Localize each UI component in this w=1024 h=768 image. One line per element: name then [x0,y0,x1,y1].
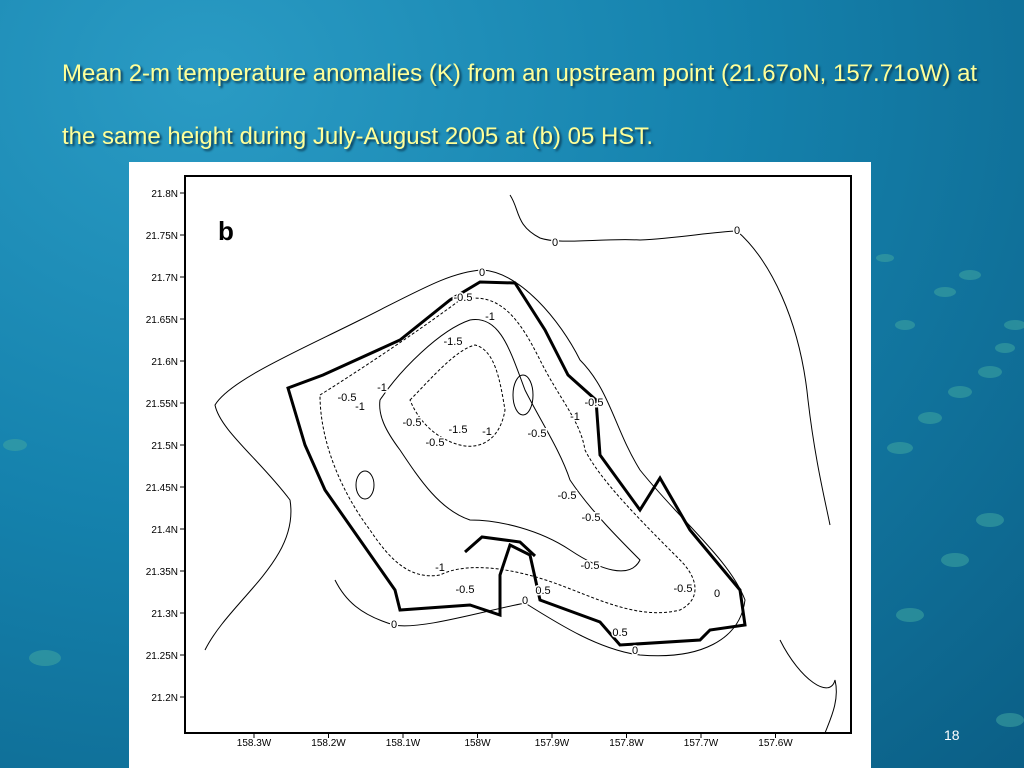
contour-label: 0 [552,237,558,249]
page-number: 18 [944,727,960,743]
x-tick-label: 157.7W [684,738,719,749]
contours [204,194,837,734]
panel-label: b [218,216,234,246]
y-tick-label: 21.8N [151,189,178,200]
y-tick-label: 21.6N [151,357,178,368]
y-tick-label: 21.4N [151,525,178,536]
contour-label: -0.5 [558,490,577,502]
contour-label: -0.5 [456,584,475,596]
slide-title: Mean 2-m temperature anomalies (K) from … [62,60,978,150]
contour-label: 0.5 [535,585,550,597]
y-tick-label: 21.3N [151,609,178,620]
y-tick-label: 21.45N [146,483,178,494]
contour-label: 0 [522,595,528,607]
contour-label: 0 [479,267,485,279]
contour-label: -0.5 [454,292,473,304]
contour-label: 0 [734,225,740,237]
x-tick-label: 158.1W [386,738,421,749]
contour-label: -1 [485,311,495,323]
contour-label: -1 [355,401,365,413]
figure-background [129,162,871,768]
contour-label: 0 [391,619,397,631]
contour-label: -0.5 [338,392,357,404]
contour-label: -1 [377,382,387,394]
x-tick-label: 158W [464,738,491,749]
contour-label: 0.5 [612,627,627,639]
contour-label: 0 [632,645,638,657]
y-tick-label: 21.2N [151,693,178,704]
y-tick-label: 21.5N [151,441,178,452]
plot-frame [184,175,852,734]
x-tick-label: 158.3W [237,738,272,749]
contour-label: -0.5 [528,428,547,440]
contour-label: -0.5 [403,417,422,429]
contour-label: -0.5 [674,583,693,595]
contour-label: -0.5 [585,397,604,409]
contour-label: -1.5 [449,424,468,436]
x-tick-label: 157.8W [609,738,644,749]
contour-label: -0.5 [581,560,600,572]
contour-label: -1.5 [444,336,463,348]
y-tick-label: 21.75N [146,231,178,242]
y-tick-label: 21.7N [151,273,178,284]
contour-label: -1 [570,411,580,423]
x-tick-label: 158.2W [311,738,346,749]
y-tick-label: 21.55N [146,399,178,410]
contour-label: -1 [435,562,445,574]
y-tick-label: 21.25N [146,651,178,662]
x-tick-label: 157.9W [535,738,570,749]
contour-label: 0 [714,588,720,600]
y-tick-label: 21.35N [146,567,178,578]
x-tick-label: 157.6W [758,738,793,749]
contour-label: -1 [482,426,492,438]
y-tick-label: 21.65N [146,315,178,326]
contour-label: -0.5 [582,512,601,524]
contour-label: -0.5 [426,437,445,449]
